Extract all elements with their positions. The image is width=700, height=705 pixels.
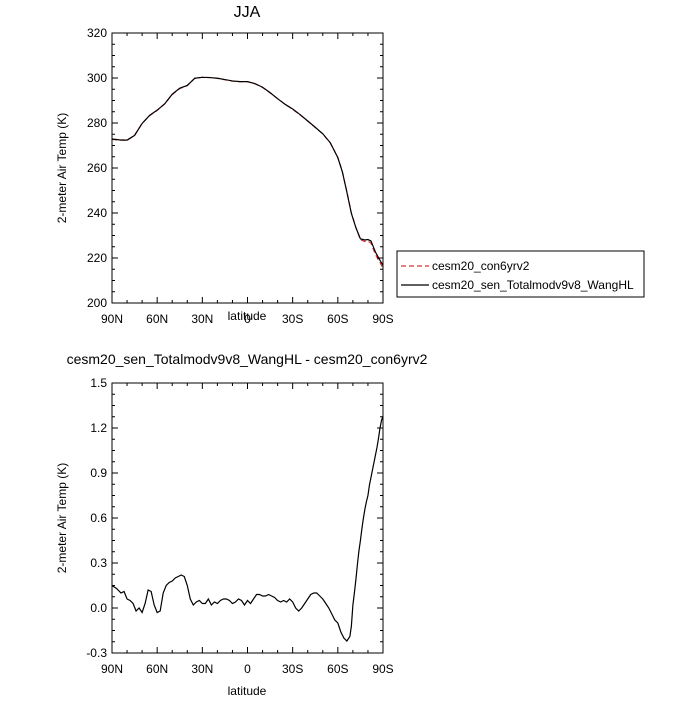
legend-label-con6yrv2: cesm20_con6yrv2 bbox=[432, 259, 530, 273]
top-x-tick-label: 30S bbox=[282, 312, 303, 326]
top-y-tick-label: 320 bbox=[87, 26, 107, 40]
bottom-y-tick-label: 0.6 bbox=[90, 511, 107, 525]
top-y-tick-label: 300 bbox=[87, 71, 107, 85]
bottom-plot-frame bbox=[111, 382, 384, 654]
bottom-x-tick-label: 30S bbox=[282, 662, 303, 676]
bottom-x-tick-label: 60S bbox=[327, 662, 348, 676]
top-x-tick-label: 60S bbox=[327, 312, 348, 326]
bottom-x-tick-label: 90N bbox=[101, 662, 123, 676]
top-series-line-1 bbox=[112, 76, 383, 266]
bottom-x-tick-label: 60N bbox=[146, 662, 168, 676]
top-x-tick-label: 90N bbox=[101, 312, 123, 326]
top-x-tick-label: 0 bbox=[244, 312, 251, 326]
top-y-tick-label: 200 bbox=[87, 296, 107, 310]
top-y-axis-label: 2-meter Air Temp (K) bbox=[55, 113, 69, 223]
top-y-tick-label: 280 bbox=[87, 116, 107, 130]
bottom-series-line-0 bbox=[112, 415, 383, 642]
bottom-y-tick-label: 0.0 bbox=[90, 601, 107, 615]
top-y-tick-label: 220 bbox=[87, 251, 107, 265]
bottom-y-tick-label: 1.2 bbox=[90, 421, 107, 435]
legend-label-sen: cesm20_sen_Totalmodv9v8_WangHL bbox=[432, 278, 634, 292]
bottom-x-tick-label: 30N bbox=[191, 662, 213, 676]
bottom-x-tick-label: 90S bbox=[372, 662, 393, 676]
bottom-chart-title: cesm20_sen_Totalmodv9v8_WangHL - cesm20_… bbox=[67, 351, 428, 367]
top-x-tick-label: 60N bbox=[146, 312, 168, 326]
top-y-tick-label: 240 bbox=[87, 206, 107, 220]
top-plot-frame bbox=[111, 32, 384, 304]
bottom-y-axis-label: 2-meter Air Temp (K) bbox=[55, 463, 69, 573]
bottom-y-tick-label: -0.3 bbox=[86, 646, 107, 660]
legend: cesm20_con6yrv2 cesm20_sen_Totalmodv9v8_… bbox=[396, 250, 645, 298]
bottom-panel: cesm20_sen_Totalmodv9v8_WangHL - cesm20_… bbox=[55, 351, 428, 698]
bottom-y-tick-label: 0.3 bbox=[90, 556, 107, 570]
top-y-tick-label: 260 bbox=[87, 161, 107, 175]
bottom-x-tick-label: 0 bbox=[244, 662, 251, 676]
top-x-tick-label: 90S bbox=[372, 312, 393, 326]
bottom-x-axis-label: latitude bbox=[228, 684, 267, 698]
top-x-axis-label: latitude bbox=[228, 309, 267, 323]
bottom-y-tick-label: 1.5 bbox=[90, 376, 107, 390]
bottom-y-tick-label: 0.9 bbox=[90, 466, 107, 480]
top-panel: JJA latitude 2-meter Air Temp (K) 90N 60N… bbox=[55, 4, 394, 326]
top-chart-title: JJA bbox=[234, 4, 261, 21]
legend-box bbox=[396, 250, 645, 298]
top-x-tick-label: 30N bbox=[191, 312, 213, 326]
